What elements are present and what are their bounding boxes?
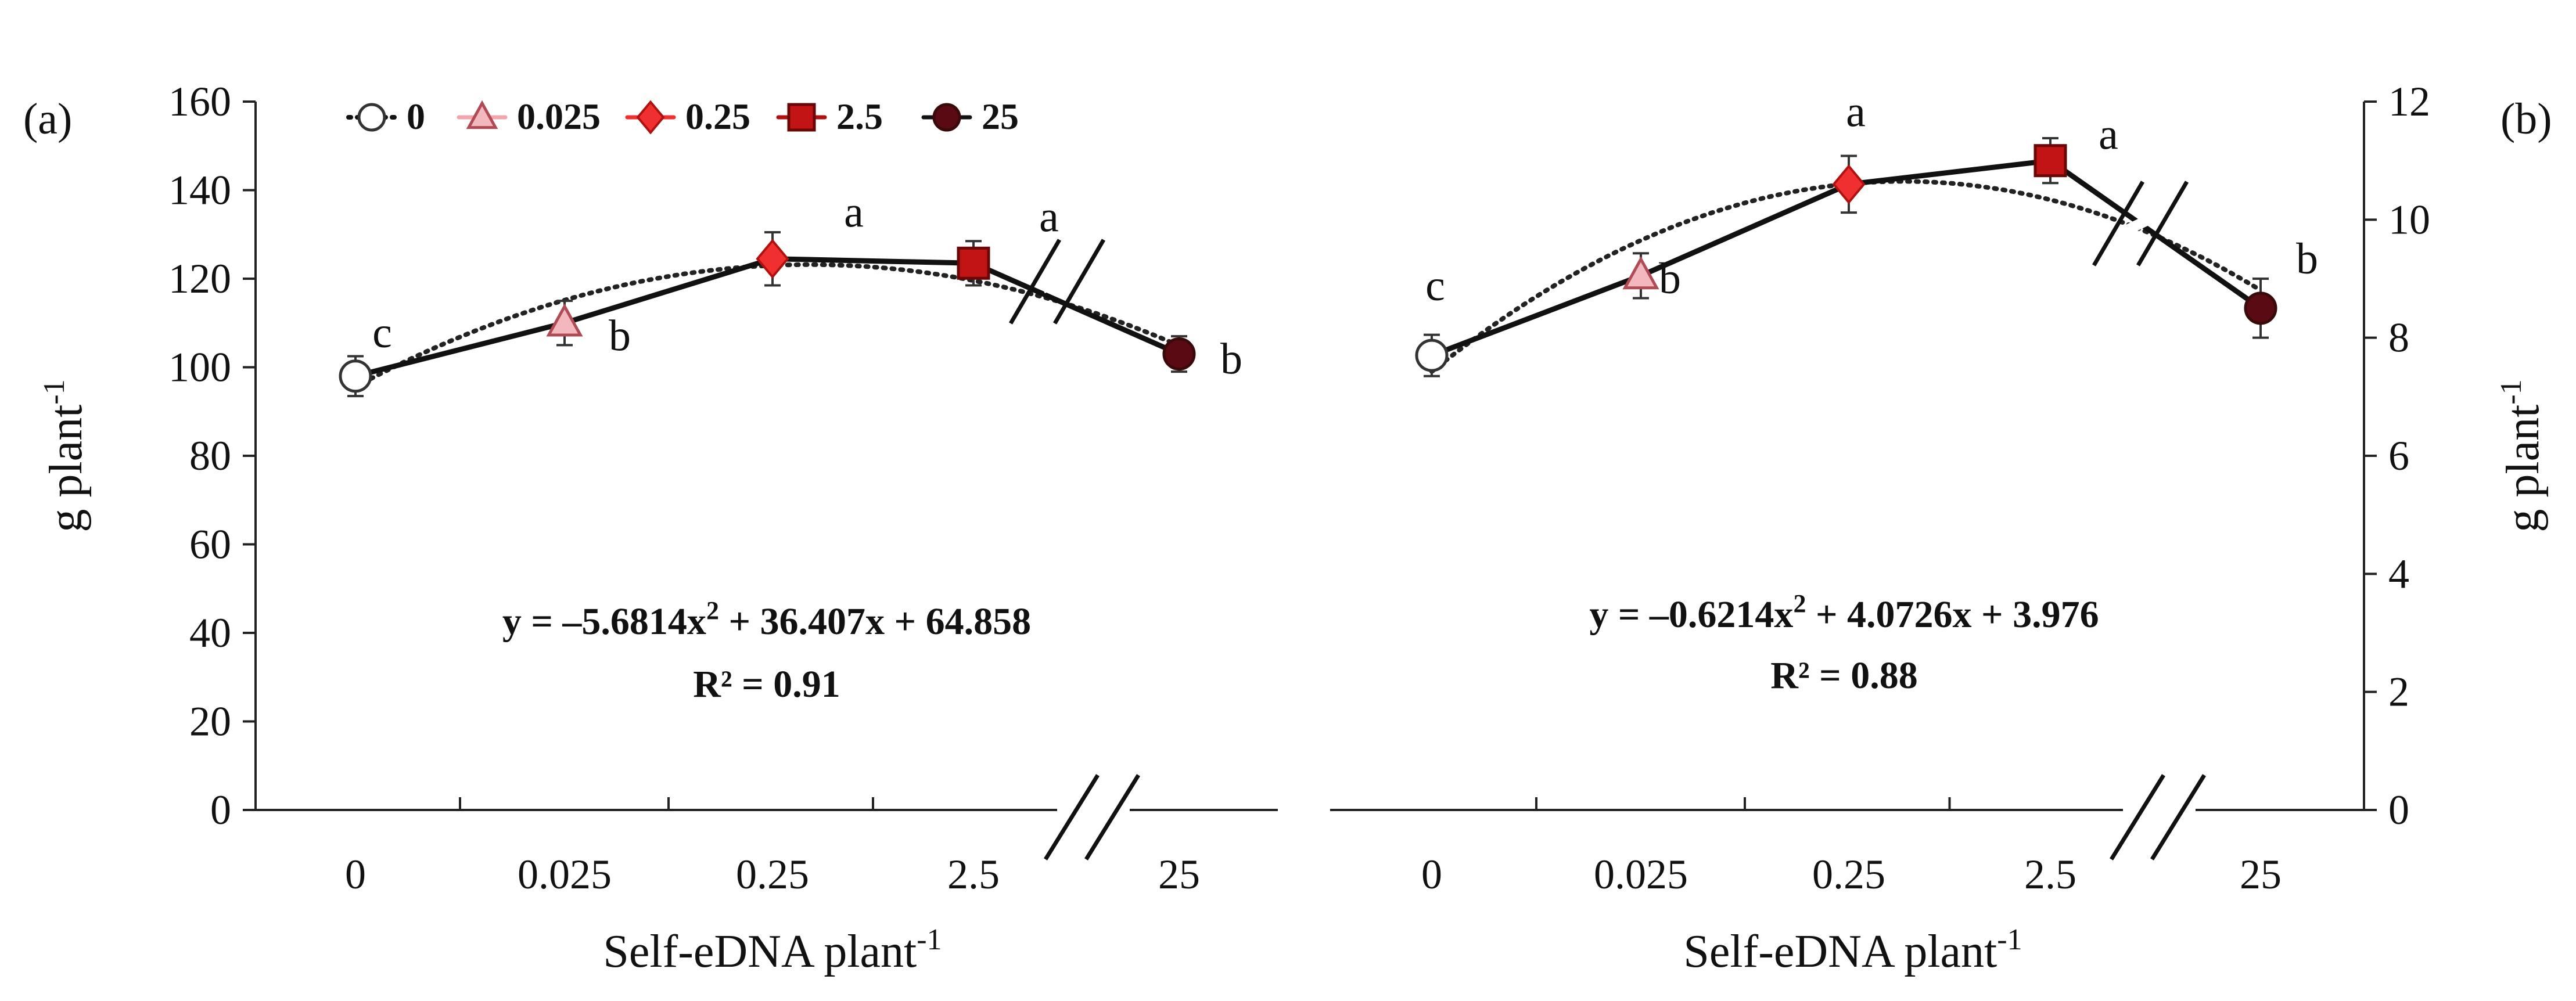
axis-break-mark: [2150, 774, 2206, 860]
data-point: [339, 359, 372, 393]
y-axis-title-main: g plant: [41, 405, 92, 532]
panel-label: (a): [23, 95, 72, 143]
x-tick-label: 2.5: [2024, 851, 2076, 898]
x-tick-label: 0.25: [736, 851, 809, 898]
significance-letter: a: [2099, 110, 2118, 159]
x-axis-title-main: Self-eDNA plant: [603, 926, 917, 977]
y-tick-label: 80: [189, 433, 231, 479]
y-axis-title-main: g plant: [2498, 405, 2549, 532]
trend-equation-suffix: + 4.0726x + 3.976: [1806, 593, 2099, 636]
x-axis-title-main: Self-eDNA plant: [1683, 926, 1997, 977]
x-tick-label: 25: [2240, 851, 2282, 898]
x-tick-label: 25: [1158, 851, 1200, 898]
y-tick-label: 60: [189, 521, 231, 568]
data-point: [1832, 164, 1866, 204]
y-tick-label: 140: [168, 167, 231, 214]
legend-marker: [787, 103, 816, 132]
y-tick-label: 100: [168, 344, 231, 391]
x-tick-label: 0.025: [518, 851, 612, 898]
y-axis-title: g plant-1: [2495, 379, 2549, 532]
trend-curve: [1429, 179, 2263, 374]
line-break-gap: [2124, 211, 2157, 236]
x-tick-label: 0: [1421, 851, 1442, 898]
panel-label: (b): [2500, 95, 2552, 143]
trend-equation-suffix: + 36.407x + 64.858: [719, 600, 1031, 643]
line-break-mark: [2092, 181, 2145, 267]
significance-letter: b: [1220, 335, 1242, 384]
axis-break-mark: [1044, 774, 1100, 860]
line-break-gap: [1040, 269, 1074, 294]
legend-label: 2.5: [836, 96, 883, 137]
data-point: [2244, 291, 2277, 325]
significance-letter: a: [844, 188, 864, 237]
y-axis-title-sup: -1: [2495, 379, 2528, 404]
axis-break-mark: [2110, 774, 2165, 860]
significance-letter: b: [609, 311, 631, 360]
significance-letter: b: [2296, 235, 2318, 283]
legend: 0 0.025 0.25 2.5 25: [346, 96, 1019, 137]
data-point: [1162, 337, 1196, 371]
trend-equation-prefix: y = –0.6214x: [1589, 593, 1793, 636]
trend-equation: y = –5.6814x2 + 36.407x + 64.858: [502, 596, 1031, 643]
y-tick-label: 6: [2388, 433, 2409, 479]
significance-letter: b: [1659, 254, 1681, 303]
r-squared: R² = 0.91: [693, 663, 840, 705]
data-point: [756, 239, 789, 279]
data-point: [1415, 339, 1449, 372]
axis-break-mark: [1084, 774, 1140, 860]
x-axis-title: Self-eDNA plant-1: [603, 923, 942, 977]
significance-letter: c: [372, 308, 392, 357]
trend-equation-sup: 2: [1793, 589, 1806, 618]
trend-equation: y = –0.6214x2 + 4.0726x + 3.976: [1589, 589, 2099, 636]
y-axis-title: g plant-1: [38, 379, 92, 532]
y-tick-label: 4: [2388, 550, 2409, 597]
significance-letter: c: [1425, 261, 1445, 310]
y-tick-label: 40: [189, 610, 231, 656]
y-tick-label: 0: [210, 787, 231, 833]
legend-marker: [636, 100, 665, 135]
x-tick-label: 0.25: [1812, 851, 1885, 898]
data-line: [354, 256, 1180, 379]
line-break-mark: [1052, 239, 1106, 325]
legend-marker: [357, 103, 386, 132]
y-tick-label: 0: [2388, 787, 2409, 833]
y-tick-label: 8: [2388, 315, 2409, 361]
x-axis-title: Self-eDNA plant-1: [1683, 923, 2022, 977]
line-break-mark: [2136, 181, 2189, 267]
legend-label: 0.25: [685, 96, 750, 137]
data-point: [546, 303, 583, 337]
line-break-mark: [1008, 239, 1062, 325]
legend-label: 0.025: [517, 96, 601, 137]
legend-marker: [932, 103, 961, 132]
y-tick-label: 2: [2388, 669, 2409, 715]
significance-letter: a: [1846, 87, 1866, 136]
x-axis-title-sup: -1: [917, 923, 942, 956]
x-axis-title-sup: -1: [1997, 923, 2022, 956]
significance-letter: a: [1039, 192, 1059, 241]
x-tick-label: 2.5: [947, 851, 1000, 898]
legend-label: 25: [982, 96, 1019, 137]
trend-curve: [353, 262, 1181, 390]
data-point: [1622, 256, 1659, 290]
y-tick-label: 12: [2388, 78, 2430, 125]
x-tick-label: 0: [345, 851, 366, 898]
r-squared: R² = 0.88: [1770, 654, 1918, 697]
y-tick-label: 10: [2388, 196, 2430, 243]
y-tick-label: 120: [168, 255, 231, 302]
y-tick-label: 160: [168, 78, 231, 125]
legend-marker: [466, 100, 498, 129]
y-tick-label: 20: [189, 698, 231, 745]
x-tick-label: 0.025: [1594, 851, 1688, 898]
trend-equation-prefix: y = –5.6814x: [502, 600, 706, 643]
y-axis-title-sup: -1: [38, 379, 71, 404]
legend-label: 0: [407, 96, 425, 137]
data-point: [2034, 144, 2067, 178]
data-point: [957, 246, 990, 280]
trend-equation-sup: 2: [706, 596, 719, 625]
